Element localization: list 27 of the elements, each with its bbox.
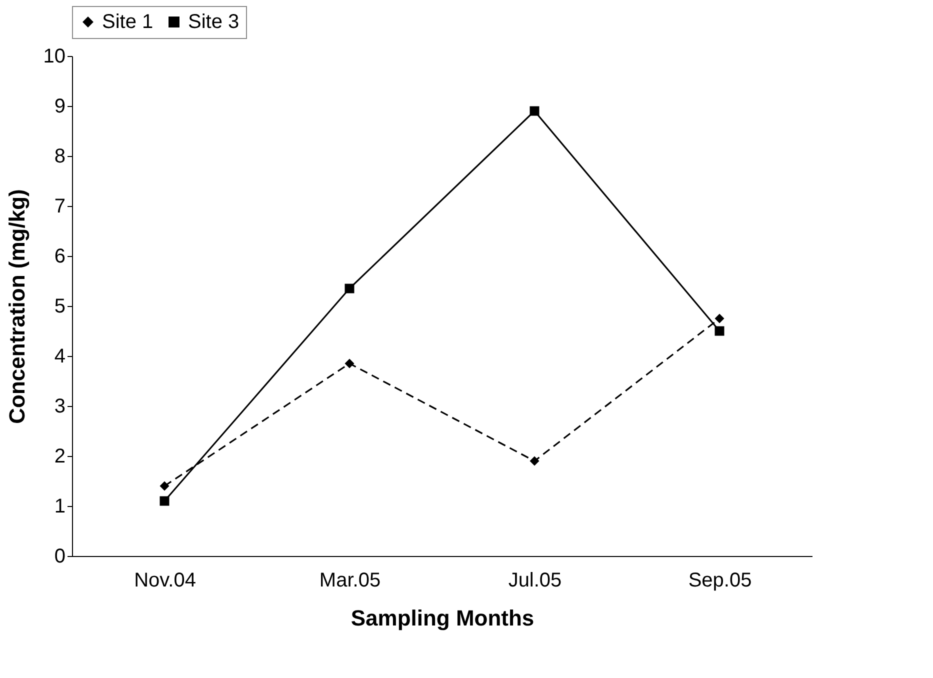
x-tick-label: Nov.04 <box>134 570 196 592</box>
y-tick-label: 5 <box>54 296 66 318</box>
y-tick-label: 2 <box>54 446 66 468</box>
y-tick-label: 1 <box>54 496 66 518</box>
point <box>530 106 540 116</box>
y-tick-label: 8 <box>54 146 66 168</box>
y-tick-label: 9 <box>54 96 66 118</box>
y-tick-label: 3 <box>54 396 66 418</box>
x-tick-label: Mar.05 <box>319 570 381 592</box>
y-tick-label: 10 <box>43 46 66 68</box>
legend-label: Site 1 <box>102 11 154 33</box>
point <box>160 496 170 506</box>
y-tick-label: 4 <box>54 346 66 368</box>
x-axis-title: Sampling Months <box>350 606 534 630</box>
y-axis-title: Concentration (mg/kg) <box>4 189 30 424</box>
point <box>714 314 724 324</box>
point <box>160 481 170 491</box>
legend-label: Site 3 <box>188 11 240 33</box>
y-tick-label: 7 <box>54 196 66 218</box>
y-tick-label: 6 <box>54 246 66 268</box>
y-tick-label: 0 <box>54 546 66 568</box>
point <box>344 284 354 294</box>
x-tick-label: Jul.05 <box>508 570 562 592</box>
x-tick-label: Sep.05 <box>688 570 752 592</box>
point <box>344 358 354 368</box>
point <box>530 456 540 466</box>
point <box>714 326 724 336</box>
